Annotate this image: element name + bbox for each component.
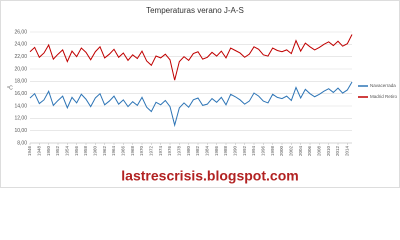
y-axis-label: ºC — [7, 85, 13, 91]
x-tick-label: 1988 — [223, 146, 228, 157]
x-tick-label: 1960 — [93, 146, 98, 157]
x-tick-label: 1986 — [214, 146, 219, 157]
x-tick-label: 1974 — [158, 146, 163, 157]
x-tick-label: 1950 — [46, 146, 51, 157]
chart-frame — [0, 0, 400, 188]
x-tick-label: 1958 — [83, 146, 88, 157]
x-tick-label: 1976 — [167, 146, 172, 157]
y-tick-label: 18,00 — [14, 79, 27, 85]
x-tick-label: 1962 — [102, 146, 107, 157]
x-tick-label: 1964 — [111, 146, 116, 157]
x-tick-label: 1992 — [242, 146, 247, 157]
x-tick-label: 1948 — [37, 146, 42, 157]
x-tick-label: 1984 — [205, 146, 210, 157]
y-tick-label: 16,00 — [14, 91, 27, 97]
x-tick-label: 1946 — [27, 146, 32, 157]
x-tick-label: 1980 — [186, 146, 191, 157]
series-line — [29, 34, 353, 81]
chart-title: Temperaturas verano J-A-S — [146, 6, 244, 15]
x-tick-label: 2000 — [279, 146, 284, 157]
x-tick-label: 1996 — [261, 146, 266, 157]
legend-label: Navacerrada — [370, 83, 396, 88]
x-tick-label: 2012 — [335, 146, 340, 157]
x-tick-label: 1994 — [251, 146, 256, 157]
x-tick-label: 2004 — [298, 146, 303, 157]
chart: Temperaturas verano J-A-S ºC lastrescris… — [0, 0, 400, 188]
y-tick-label: 26,00 — [14, 29, 27, 35]
y-tick-label: 12,00 — [14, 116, 27, 122]
x-tick-label: 1982 — [195, 146, 200, 157]
y-tick-label: 14,00 — [14, 103, 27, 109]
x-tick-label: 1968 — [130, 146, 135, 157]
y-tick-label: 10,00 — [14, 128, 27, 134]
x-tick-label: 1990 — [233, 146, 238, 157]
y-tick-label: 22,00 — [14, 54, 27, 60]
x-tick-label: 2002 — [289, 146, 294, 157]
x-tick-label: 1978 — [177, 146, 182, 157]
x-tick-label: 2008 — [317, 146, 322, 157]
x-tick-label: 2014 — [345, 146, 350, 157]
x-tick-label: 1970 — [139, 146, 144, 157]
x-tick-label: 1954 — [65, 146, 70, 157]
annotation: lastrescrisis.blogspot.com — [121, 168, 298, 184]
x-tick-label: 1956 — [74, 146, 79, 157]
x-tick-label: 1998 — [270, 146, 275, 157]
x-tick-label: 2006 — [307, 146, 312, 157]
x-tick-label: 1972 — [149, 146, 154, 157]
y-tick-label: 20,00 — [14, 66, 27, 72]
y-tick-label: 24,00 — [14, 42, 27, 48]
y-tick-label: 8,00 — [17, 140, 27, 146]
x-tick-label: 1966 — [121, 146, 126, 157]
legend-label: Madrid Retiro — [370, 94, 398, 99]
series-line — [29, 81, 353, 128]
x-tick-label: 1952 — [55, 146, 60, 157]
x-tick-label: 2010 — [326, 146, 331, 157]
